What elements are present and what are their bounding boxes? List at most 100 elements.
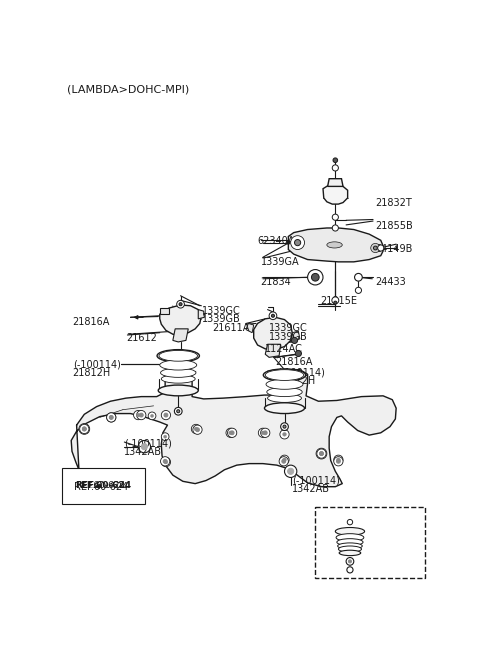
Circle shape [271,314,275,317]
Polygon shape [328,179,343,187]
Circle shape [139,413,143,417]
Text: 1339GC: 1339GC [269,324,308,333]
Circle shape [179,303,182,306]
Ellipse shape [161,375,195,383]
Circle shape [148,412,156,420]
Circle shape [137,411,146,420]
Text: 1339CA: 1339CA [368,569,406,578]
Text: 1360GC: 1360GC [368,556,407,566]
Text: 24433: 24433 [375,277,406,288]
Text: REF.60-624: REF.60-624 [74,482,129,492]
Circle shape [261,428,270,438]
Circle shape [282,459,286,463]
Polygon shape [160,308,169,314]
Circle shape [161,411,170,420]
Circle shape [378,245,384,251]
Circle shape [371,244,380,253]
Circle shape [355,288,361,293]
Circle shape [258,428,267,438]
Ellipse shape [160,360,197,370]
Circle shape [348,560,351,563]
Ellipse shape [264,403,304,413]
Circle shape [138,441,151,453]
Circle shape [164,460,168,464]
Text: 62340A: 62340A [258,236,295,246]
Circle shape [320,452,324,455]
Circle shape [80,424,89,434]
Circle shape [347,567,353,573]
Circle shape [177,409,180,413]
Text: 1339GB: 1339GB [269,332,308,342]
Ellipse shape [337,538,363,546]
Circle shape [336,459,340,463]
Circle shape [82,427,86,431]
Bar [315,508,425,578]
Circle shape [312,273,319,281]
Circle shape [347,519,353,525]
Text: REF.60-624: REF.60-624 [75,481,131,491]
Ellipse shape [267,387,302,397]
Circle shape [285,465,297,477]
Ellipse shape [336,527,365,535]
Circle shape [334,455,343,464]
Circle shape [269,312,277,320]
Circle shape [141,443,147,450]
Text: 21812H: 21812H [277,376,315,386]
Polygon shape [160,305,201,335]
Circle shape [280,455,289,464]
Text: (-100114): (-100114) [277,367,324,377]
Circle shape [317,449,326,458]
Text: (-100114): (-100114) [73,360,120,369]
Polygon shape [265,345,281,358]
Ellipse shape [338,546,361,552]
Polygon shape [288,228,383,262]
Circle shape [291,337,298,343]
Ellipse shape [160,368,196,377]
Text: 1342AB: 1342AB [124,447,162,457]
Circle shape [109,415,113,419]
Circle shape [279,457,288,466]
Text: 1124AC: 1124AC [265,345,303,354]
Circle shape [288,468,294,474]
Ellipse shape [265,369,304,381]
Text: 21816A: 21816A [73,317,110,328]
Polygon shape [254,317,292,350]
Circle shape [281,422,288,430]
Circle shape [291,236,304,250]
Ellipse shape [267,394,301,402]
Text: 1339GB: 1339GB [202,314,241,324]
Ellipse shape [264,369,306,381]
Circle shape [332,225,338,231]
Circle shape [292,237,303,248]
Circle shape [161,433,169,441]
Circle shape [346,557,354,565]
Circle shape [287,241,290,244]
Ellipse shape [266,379,303,389]
Text: 1339GA: 1339GA [262,257,300,267]
Polygon shape [323,184,348,204]
Circle shape [336,458,340,462]
Circle shape [136,413,140,417]
Circle shape [109,415,113,419]
Circle shape [373,246,377,250]
Circle shape [164,413,168,417]
Circle shape [295,240,300,246]
Circle shape [83,427,86,431]
Circle shape [192,424,201,434]
Circle shape [164,435,167,438]
Ellipse shape [159,350,197,361]
Circle shape [194,427,198,431]
Text: 21611A: 21611A [212,324,250,333]
Circle shape [163,459,167,463]
Text: 21816A: 21816A [275,358,312,367]
Polygon shape [71,367,396,487]
Text: 21855B: 21855B [375,221,413,231]
Ellipse shape [158,385,198,396]
Circle shape [226,428,235,438]
Circle shape [332,297,339,304]
Circle shape [283,425,286,428]
Circle shape [230,431,234,435]
Text: 21812H: 21812H [368,538,406,548]
Circle shape [195,428,199,432]
Circle shape [229,431,232,435]
